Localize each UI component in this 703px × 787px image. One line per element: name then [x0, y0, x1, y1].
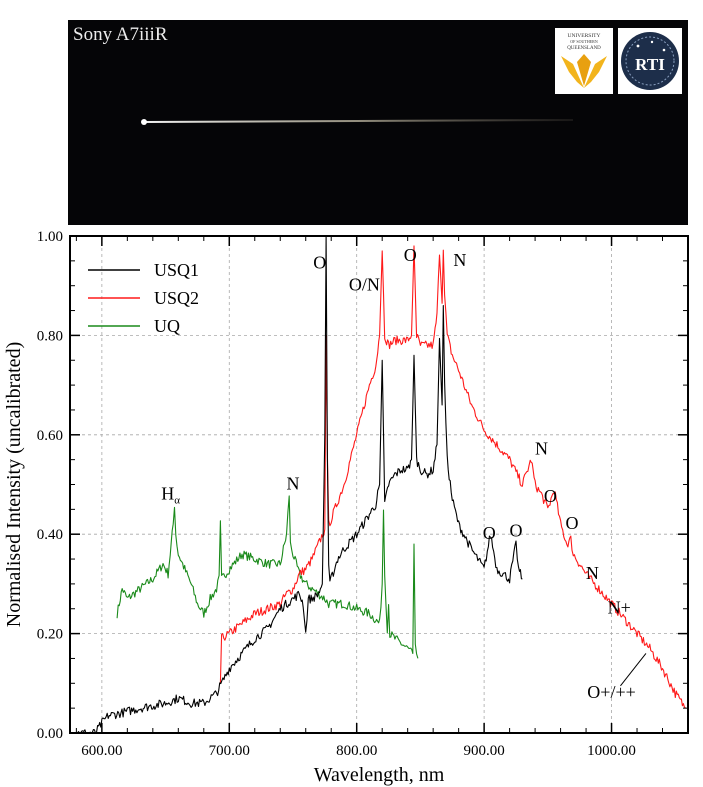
tick-labels: 600.00 700.00 800.00 900.00 1000.00 0.00 0.20 0… [37, 229, 636, 759]
series-line-usq2 [219, 245, 686, 709]
h-alpha-subscript: α [174, 494, 180, 506]
legend: USQ1 USQ2 UQ [88, 260, 199, 336]
y-tick-label: 0.40 [37, 527, 63, 543]
camera-label: Sony A7iiiR [73, 24, 168, 45]
peak-label: N [586, 563, 599, 583]
svg-text:QUEENSLAND: QUEENSLAND [567, 46, 601, 51]
x-tick-label: 700.00 [209, 743, 250, 759]
spectrum-chart: 600.00 700.00 800.00 900.00 1000.00 0.00 0.20 0… [3, 229, 689, 786]
peak-label: O [404, 245, 417, 265]
peak-label: N [453, 250, 466, 270]
y-tick-label: 0.60 [37, 428, 63, 444]
h-alpha-label: Hα [161, 483, 180, 506]
svg-text:OF SOUTHERN: OF SOUTHERN [570, 39, 598, 44]
peak-label: O [509, 521, 522, 541]
usq-logo: UNIVERSITY OF SOUTHERN QUEENSLAND [555, 28, 613, 94]
peak-label: O [544, 486, 557, 506]
peak-label: N [535, 439, 548, 459]
legend-label-usq1: USQ1 [154, 260, 199, 280]
series-layer [70, 235, 686, 734]
legend-label-uq: UQ [154, 316, 180, 336]
svg-text:RTI: RTI [635, 55, 665, 74]
y-tick-label: 0.20 [37, 627, 63, 643]
y-tick-label: 0.80 [37, 328, 63, 344]
peak-label: O [483, 523, 496, 543]
rti-logo: RTI [618, 28, 682, 94]
series-line-uq [116, 495, 419, 659]
x-tick-label: 1000.00 [587, 743, 636, 759]
h-alpha-base: H [161, 483, 174, 503]
x-tick-label: 800.00 [336, 743, 377, 759]
peak-label: O+/++ [587, 682, 635, 702]
peak-label: O [566, 513, 579, 533]
tick-marks [70, 235, 689, 734]
peak-label: O [313, 252, 326, 272]
meteor-photo: Sony A7iiiR UNIVERSITY OF SOUTHERN QUEEN… [68, 20, 688, 225]
o-plus-leader-line [620, 653, 647, 687]
meteor-streak [141, 119, 574, 125]
x-tick-label: 600.00 [81, 743, 122, 759]
legend-label-usq2: USQ2 [154, 288, 199, 308]
y-axis-label: Normalised Intensity (uncalibrated) [3, 342, 25, 627]
peak-label: N+ [608, 598, 631, 618]
x-axis-label: Wavelength, nm [314, 764, 445, 786]
peak-label: O/N [349, 275, 380, 295]
y-tick-label: 1.00 [37, 229, 63, 245]
series-line-usq1 [70, 235, 523, 734]
svg-text:UNIVERSITY: UNIVERSITY [568, 33, 601, 39]
peak-label: N [286, 473, 299, 493]
x-tick-label: 900.00 [463, 743, 504, 759]
y-tick-label: 0.00 [37, 726, 63, 742]
